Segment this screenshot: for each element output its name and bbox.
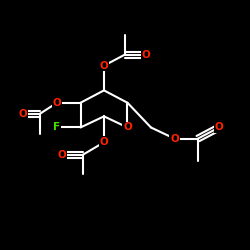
Text: O: O [58,150,66,160]
Text: O: O [214,122,223,132]
Text: O: O [100,61,108,71]
Text: F: F [54,122,60,132]
Text: F: F [54,122,60,132]
Text: O: O [18,109,27,119]
Text: O: O [123,122,132,132]
Text: O: O [100,137,108,147]
Text: O: O [170,134,179,143]
Text: O: O [142,50,150,59]
Text: O: O [53,98,62,108]
